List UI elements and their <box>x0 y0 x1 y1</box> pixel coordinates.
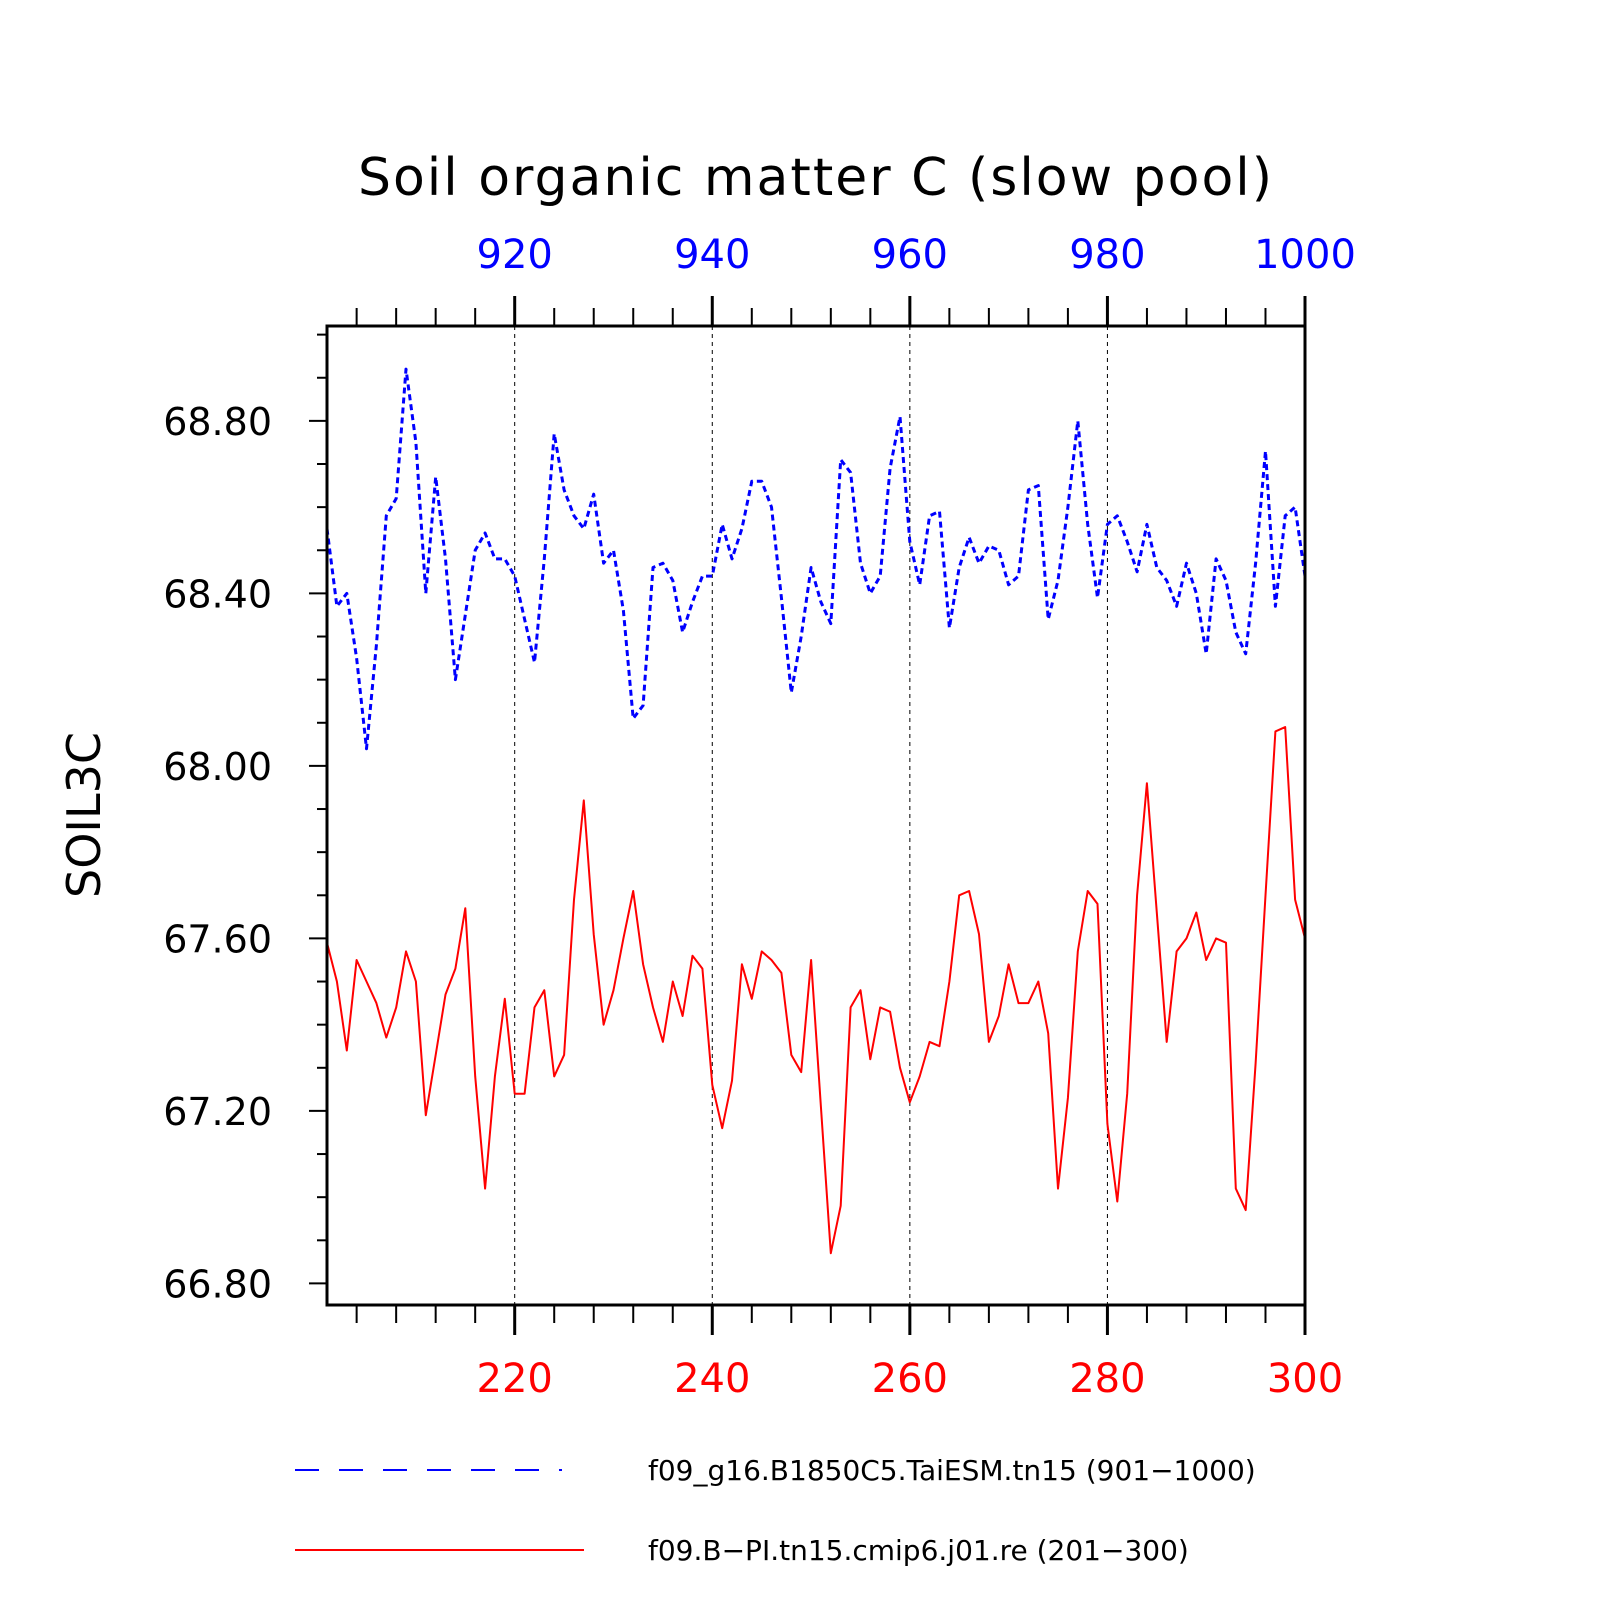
y-tick-label: 68.40 <box>163 572 272 616</box>
chart-title: Soil organic matter C (slow pool) <box>358 148 1274 208</box>
bottom-x-tick-labels: 220 240 260 280 300 <box>477 1356 1344 1402</box>
top-x-tick-label: 940 <box>674 232 750 278</box>
minor-ticks <box>317 308 1267 1323</box>
top-x-tick-label: 920 <box>477 232 553 278</box>
top-x-tick-label: 960 <box>872 232 948 278</box>
major-ticks <box>309 296 1307 1335</box>
series-line-red <box>326 726 1306 1255</box>
legend: f09_g16.B1850C5.TaiESM.tn15 (901−1000) f… <box>295 1454 1256 1567</box>
series-line-blue <box>325 367 1307 751</box>
bottom-x-tick-label: 240 <box>674 1356 750 1402</box>
y-tick-labels: 66.80 67.20 67.60 68.00 68.40 68.80 <box>163 400 272 1307</box>
bottom-x-tick-label: 280 <box>1069 1356 1145 1402</box>
grid-lines <box>514 326 1108 1305</box>
legend-label-blue: f09_g16.B1850C5.TaiESM.tn15 (901−1000) <box>648 1454 1256 1487</box>
y-tick-label: 68.80 <box>163 400 272 444</box>
plot-frame <box>325 324 1307 1307</box>
top-x-tick-labels: 920 940 960 980 1000 <box>477 232 1356 278</box>
bottom-x-tick-label: 260 <box>872 1356 948 1402</box>
bottom-x-tick-label: 220 <box>477 1356 553 1402</box>
legend-label-red: f09.B−PI.tn15.cmip6.j01.re (201−300) <box>648 1534 1189 1567</box>
series-layer <box>325 367 1307 1255</box>
y-tick-label: 66.80 <box>163 1262 272 1306</box>
top-x-tick-label: 1000 <box>1254 232 1356 278</box>
y-tick-label: 68.00 <box>163 745 272 789</box>
y-tick-label: 67.60 <box>163 917 272 961</box>
y-axis-label: SOIL3C <box>57 732 111 898</box>
bottom-x-tick-label: 300 <box>1267 1356 1343 1402</box>
y-tick-label: 67.20 <box>163 1090 272 1134</box>
top-x-tick-label: 980 <box>1069 232 1145 278</box>
